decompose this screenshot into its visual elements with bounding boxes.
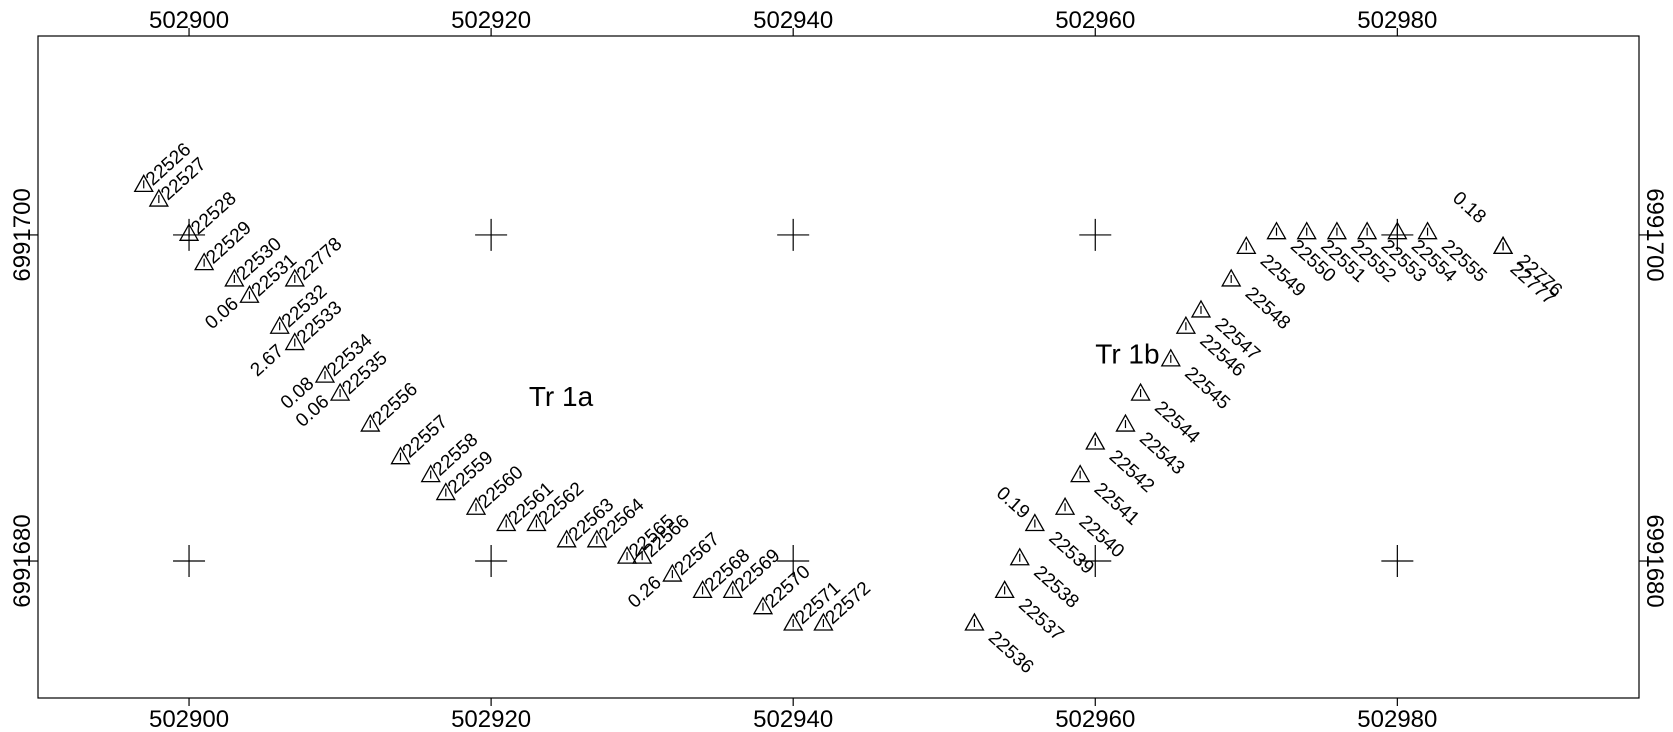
- grid-cross: [1381, 545, 1414, 578]
- triangle-marker-icon: [1070, 464, 1091, 483]
- point-value-note: 0.18: [1448, 188, 1490, 228]
- triangle-marker-icon: [1266, 221, 1287, 240]
- triangle-marker-icon: [224, 268, 245, 287]
- triangle-marker-icon: [1115, 413, 1136, 432]
- triangle-marker-icon: [632, 545, 653, 564]
- survey-point-22556: 22556: [360, 379, 422, 432]
- triangle-marker-icon: [722, 580, 743, 599]
- triangle-marker-icon: [1296, 221, 1317, 240]
- triangle-marker-icon: [314, 364, 336, 383]
- triangle-marker-icon: [1417, 221, 1438, 240]
- triangle-marker-icon: [1326, 221, 1348, 240]
- y-tick-label-right: 6991680: [1641, 514, 1668, 607]
- triangle-marker-icon: [1009, 547, 1030, 566]
- grid-cross: [475, 218, 508, 251]
- grid-crosses: [173, 218, 1414, 578]
- triangle-marker-icon: [586, 529, 607, 548]
- triangle-marker-icon: [284, 332, 305, 351]
- point-value-note: 0.19: [992, 483, 1034, 523]
- point-value-note: 0.26: [624, 572, 666, 612]
- x-tick-label-top: 502940: [753, 7, 833, 34]
- triangle-marker-icon: [239, 284, 260, 303]
- triangle-marker-icon: [496, 513, 517, 532]
- point-value-note: 2.67: [247, 341, 289, 381]
- transect-labels: Tr 1a Tr 1b: [529, 339, 1160, 412]
- axis-ticks: 502900 502900 502920 502920 502940 502940 5029…: [9, 7, 1668, 732]
- grid-cross: [475, 545, 508, 578]
- triangle-marker-icon: [1130, 382, 1151, 401]
- triangle-marker-icon: [1054, 496, 1076, 515]
- triangle-marker-icon: [360, 413, 381, 432]
- point-id-label: 22778: [293, 234, 346, 285]
- survey-point-22536: 22536: [964, 612, 1037, 678]
- transect-label: Tr 1b: [1095, 339, 1159, 370]
- grid-cross: [1079, 218, 1112, 251]
- y-tick-label-left: 6991680: [9, 514, 36, 607]
- triangle-marker-icon: [616, 545, 638, 564]
- triangle-marker-icon: [420, 464, 441, 483]
- x-tick-label-bottom: 502900: [149, 706, 229, 732]
- x-tick-label-top: 502900: [149, 7, 229, 34]
- grid-cross: [173, 545, 206, 578]
- triangle-marker-icon: [1236, 236, 1257, 254]
- triangle-marker-icon: [133, 174, 154, 193]
- point-id-label: 22556: [369, 379, 422, 430]
- survey-points: 2252622527225282252922530225310.06227782…: [133, 139, 1566, 678]
- triangle-marker-icon: [1492, 236, 1514, 254]
- triangle-marker-icon: [964, 612, 985, 631]
- x-tick-label-top: 502960: [1055, 7, 1135, 34]
- triangle-marker-icon: [1160, 348, 1181, 367]
- plot-frame: [37, 35, 1640, 699]
- x-tick-label-bottom: 502980: [1357, 706, 1437, 732]
- triangle-marker-icon: [1221, 268, 1242, 287]
- point-id-label: 22536: [984, 627, 1037, 678]
- triangle-marker-icon: [329, 382, 351, 401]
- transect-label: Tr 1a: [529, 381, 594, 412]
- triangle-marker-icon: [284, 268, 305, 287]
- triangle-marker-icon: [178, 222, 200, 241]
- x-tick-label-bottom: 502920: [451, 706, 531, 732]
- triangle-marker-icon: [752, 596, 774, 615]
- triangle-marker-icon: [1357, 221, 1378, 240]
- triangle-marker-icon: [813, 612, 834, 631]
- x-tick-label-top: 502980: [1357, 7, 1437, 34]
- triangle-marker-icon: [1387, 221, 1408, 240]
- triangle-marker-icon: [194, 252, 215, 271]
- grid-cross: [777, 545, 810, 578]
- triangle-marker-icon: [692, 580, 713, 599]
- triangle-marker-icon: [465, 496, 487, 515]
- triangle-marker-icon: [1085, 431, 1106, 450]
- triangle-marker-icon: [148, 188, 169, 207]
- triangle-marker-icon: [1024, 513, 1045, 532]
- triangle-marker-icon: [269, 315, 290, 334]
- triangle-marker-icon: [435, 482, 456, 501]
- grid-cross: [777, 218, 810, 251]
- y-tick-label-right: 6991700: [1641, 188, 1668, 281]
- x-tick-label-bottom: 502960: [1055, 706, 1135, 732]
- triangle-marker-icon: [662, 563, 683, 582]
- grid-cross: [1079, 545, 1112, 578]
- triangle-marker-icon: [1175, 315, 1197, 334]
- triangle-marker-icon: [994, 580, 1015, 599]
- triangle-marker-icon: [783, 612, 804, 631]
- point-value-note: 0.06: [201, 293, 243, 333]
- x-tick-label-bottom: 502940: [753, 706, 833, 732]
- y-tick-label-left: 6991700: [9, 188, 36, 281]
- x-tick-label-top: 502920: [451, 7, 531, 34]
- triangle-marker-icon: [390, 446, 411, 465]
- triangle-marker-icon: [526, 513, 547, 532]
- triangle-marker-icon: [556, 529, 577, 548]
- triangle-marker-icon: [1190, 299, 1212, 318]
